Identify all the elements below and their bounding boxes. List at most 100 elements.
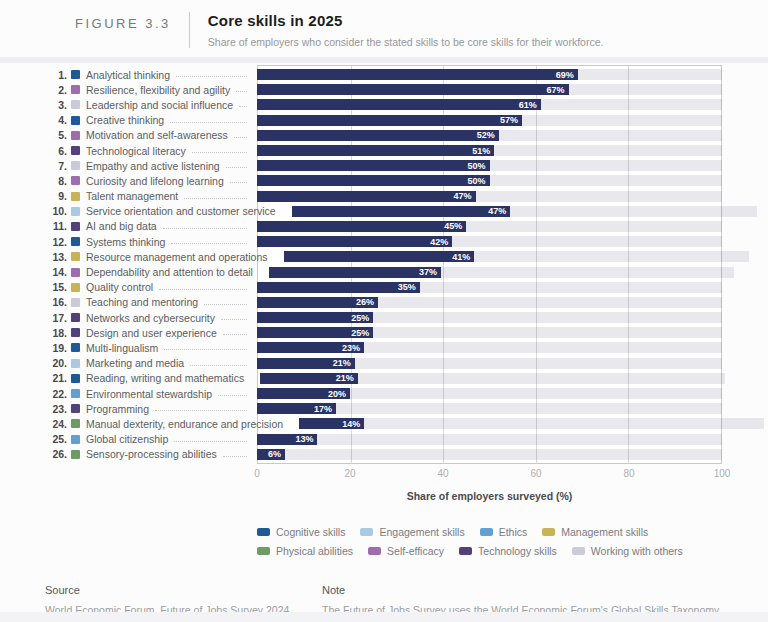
legend-swatch: [360, 528, 373, 536]
skill-rank: 1.: [45, 69, 67, 81]
legend-swatch: [257, 547, 270, 555]
skill-row: 8. Curiosity and lifelong learning 50%: [45, 173, 722, 188]
skill-label: Motivation and self-awareness: [86, 129, 228, 141]
bar-zone: 67%: [257, 84, 722, 95]
category-swatch: [71, 435, 80, 444]
skill-rank: 3.: [45, 99, 67, 111]
category-swatch: [71, 100, 80, 109]
bar-value-label: 25%: [351, 328, 369, 338]
category-swatch: [71, 298, 80, 307]
skill-rank: 21.: [45, 372, 67, 384]
skill-row: 20. Marketing and media 21%: [45, 356, 722, 371]
skill-rank: 13.: [45, 251, 67, 263]
skill-row: 23. Programming 17%: [45, 401, 722, 416]
bar-zone: 50%: [257, 160, 722, 171]
x-tick: 60: [530, 468, 541, 479]
bar-zone: 13%: [257, 434, 722, 445]
skill-label: Sensory-processing abilities: [86, 448, 217, 460]
skill-row: 12. Systems thinking 42%: [45, 234, 722, 249]
legend-swatch: [459, 547, 472, 555]
bar-value-label: 61%: [519, 100, 537, 110]
skill-label: Analytical thinking: [86, 69, 170, 81]
chart-title: Core skills in 2025: [208, 12, 604, 29]
bar-value-label: 26%: [356, 297, 374, 307]
legend: Cognitive skills Engagement skills Ethic…: [257, 526, 722, 557]
skill-label: Reading, writing and mathematics: [86, 372, 244, 384]
dotted-leader: [230, 178, 247, 183]
legend-item: Technology skills: [459, 545, 557, 557]
category-swatch: [71, 283, 80, 292]
skill-row: 16. Teaching and mentoring 26%: [45, 295, 722, 310]
category-swatch: [71, 237, 80, 246]
skill-row: 18. Design and user experience 25%: [45, 325, 722, 340]
category-swatch: [71, 222, 80, 231]
legend-label: Management skills: [561, 526, 648, 538]
category-swatch: [71, 404, 80, 413]
skill-rank: 12.: [45, 236, 67, 248]
bar-zone: 57%: [257, 115, 722, 126]
legend-item: Working with others: [572, 545, 683, 557]
skill-label: Design and user experience: [86, 327, 217, 339]
legend-swatch: [368, 547, 381, 555]
dotted-leader: [204, 300, 247, 305]
skill-rank: 25.: [45, 433, 67, 445]
skill-row: 10. Service orientation and customer ser…: [45, 204, 722, 219]
bar: 23%: [257, 342, 364, 353]
skill-rank: 9.: [45, 190, 67, 202]
skill-row: 1. Analytical thinking 69%: [45, 67, 722, 82]
skill-rank: 18.: [45, 327, 67, 339]
figure-label: FIGURE 3.3: [75, 12, 171, 48]
category-swatch: [71, 176, 80, 185]
bar: 6%: [257, 449, 285, 460]
rows: 1. Analytical thinking 69% 2. Resilience…: [45, 67, 722, 462]
skill-row: 17. Networks and cybersecurity 25%: [45, 310, 722, 325]
bar: 50%: [257, 160, 490, 171]
bar: 69%: [257, 69, 578, 80]
skill-label: Multi-lingualism: [86, 342, 158, 354]
x-tick: 0: [254, 468, 260, 479]
category-swatch: [71, 328, 80, 337]
skill-row: 24. Manual dexterity, endurance and prec…: [45, 416, 722, 431]
bar: 50%: [257, 175, 490, 186]
legend-row-1: Cognitive skills Engagement skills Ethic…: [257, 526, 722, 538]
bar: 13%: [257, 434, 317, 445]
bar-zone: 26%: [257, 297, 722, 308]
bar-zone: 21%: [260, 373, 725, 384]
legend-item: Cognitive skills: [257, 526, 345, 538]
skill-rank: 4.: [45, 114, 67, 126]
skill-row: 11. AI and big data 45%: [45, 219, 722, 234]
bar-value-label: 21%: [336, 373, 354, 383]
figure-footer: Source World Economic Forum, Future of J…: [0, 564, 768, 616]
legend-label: Self-efficacy: [387, 545, 444, 557]
dotted-leader: [192, 148, 247, 153]
bar-zone: 20%: [257, 388, 722, 399]
bar-value-label: 45%: [444, 221, 462, 231]
skill-rank: 5.: [45, 129, 67, 141]
bar-zone: 41%: [284, 251, 749, 262]
chart-subtitle: Share of employers who consider the stat…: [208, 36, 604, 48]
dotted-leader: [223, 452, 247, 457]
legend-item: Engagement skills: [360, 526, 464, 538]
skill-rank: 26.: [45, 448, 67, 460]
bar-zone: 45%: [257, 221, 722, 232]
bar-zone: 37%: [269, 267, 734, 278]
x-axis-label: Share of employers surveyed (%): [257, 490, 722, 502]
skill-row: 4. Creative thinking 57%: [45, 113, 722, 128]
category-swatch: [71, 343, 80, 352]
skill-rank: 16.: [45, 296, 67, 308]
bar: 61%: [257, 99, 541, 110]
skill-rank: 23.: [45, 403, 67, 415]
legend-item: Ethics: [480, 526, 528, 538]
bar-value-label: 41%: [452, 252, 470, 262]
skill-label: Marketing and media: [86, 357, 184, 369]
skill-rank: 2.: [45, 84, 67, 96]
skill-rank: 20.: [45, 357, 67, 369]
dotted-leader: [190, 361, 247, 366]
dotted-leader: [218, 391, 247, 396]
dotted-leader: [159, 285, 247, 290]
legend-label: Ethics: [499, 526, 528, 538]
bar-value-label: 51%: [472, 146, 490, 156]
bar-zone: 6%: [257, 449, 722, 460]
x-tick: 20: [344, 468, 355, 479]
bar-zone: 17%: [257, 403, 722, 414]
